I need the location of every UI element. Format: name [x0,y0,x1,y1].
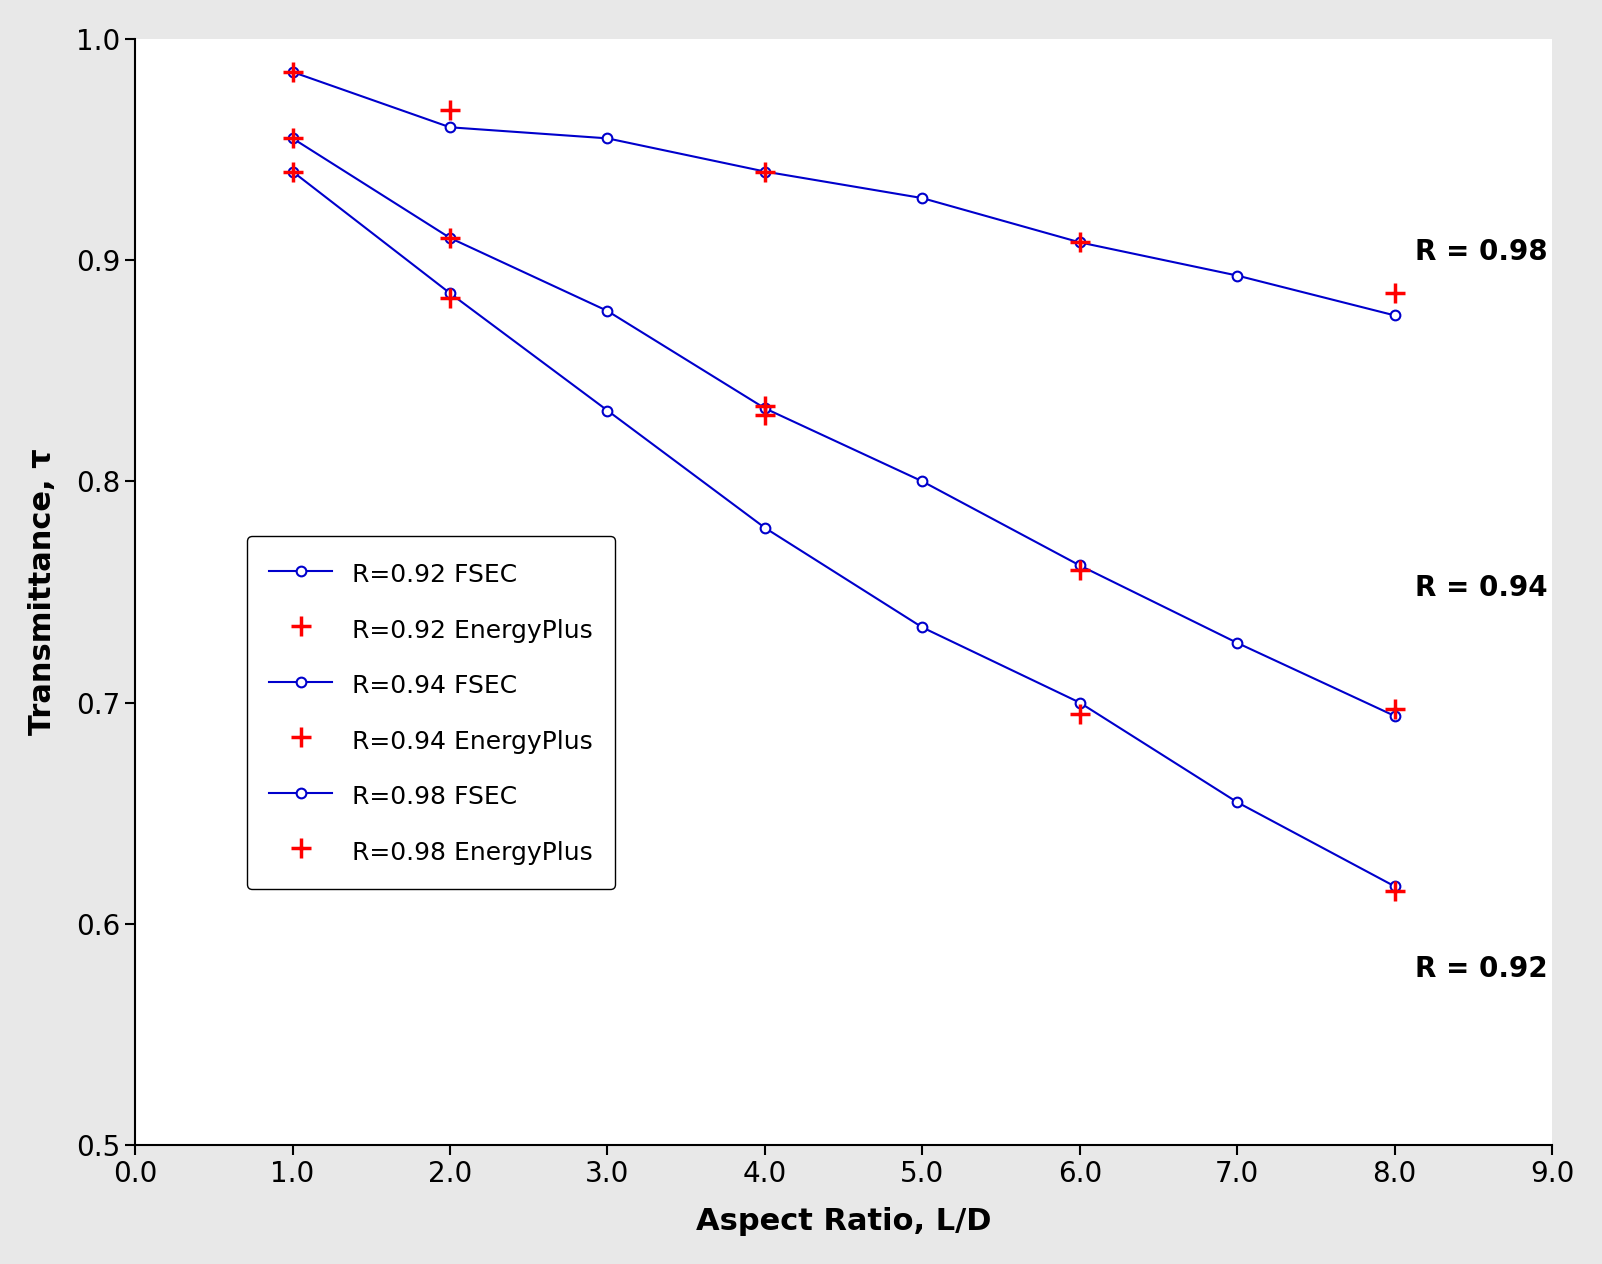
R=0.92 EnergyPlus [755,407,774,422]
R=0.98 EnergyPlus [441,102,460,118]
R=0.94 EnergyPlus [441,230,460,245]
R=0.94 EnergyPlus [284,130,303,145]
R=0.92 FSEC [1070,695,1089,710]
R=0.94 FSEC [755,401,774,416]
R=0.92 EnergyPlus [441,291,460,306]
Line: R=0.92 FSEC: R=0.92 FSEC [288,167,1400,891]
R=0.94 EnergyPlus [1386,702,1405,717]
R=0.98 EnergyPlus [755,164,774,179]
R=0.94 FSEC [1227,636,1246,651]
R=0.92 EnergyPlus [1070,707,1089,722]
R=0.92 FSEC [441,286,460,301]
R=0.92 FSEC [284,164,303,179]
R=0.92 FSEC [1227,795,1246,810]
R=0.98 EnergyPlus [1070,235,1089,250]
R=0.92 EnergyPlus [284,164,303,179]
Text: R = 0.92: R = 0.92 [1415,956,1548,983]
R=0.94 FSEC [441,230,460,245]
Line: R=0.94 EnergyPlus: R=0.94 EnergyPlus [282,128,1405,719]
Text: R = 0.98: R = 0.98 [1415,238,1548,265]
R=0.94 FSEC [284,130,303,145]
R=0.94 EnergyPlus [1070,562,1089,578]
R=0.94 FSEC [598,303,617,319]
R=0.98 EnergyPlus [1386,286,1405,301]
R=0.92 FSEC [755,521,774,536]
Line: R=0.92 EnergyPlus: R=0.92 EnergyPlus [282,161,1405,901]
R=0.98 EnergyPlus [284,64,303,80]
Text: R = 0.94: R = 0.94 [1415,574,1548,603]
R=0.98 FSEC [1070,235,1089,250]
R=0.92 FSEC [1386,878,1405,894]
R=0.94 FSEC [1386,708,1405,723]
R=0.98 FSEC [1227,268,1246,283]
R=0.98 FSEC [755,164,774,179]
R=0.98 FSEC [284,64,303,80]
X-axis label: Aspect Ratio, L/D: Aspect Ratio, L/D [695,1207,992,1236]
Line: R=0.98 FSEC: R=0.98 FSEC [288,67,1400,320]
Line: R=0.98 EnergyPlus: R=0.98 EnergyPlus [282,62,1405,303]
Y-axis label: Transmittance, τ: Transmittance, τ [27,449,56,736]
R=0.92 EnergyPlus [1386,884,1405,899]
R=0.98 FSEC [1386,308,1405,324]
R=0.98 FSEC [598,130,617,145]
R=0.94 EnergyPlus [755,398,774,413]
Line: R=0.94 FSEC: R=0.94 FSEC [288,134,1400,720]
R=0.98 FSEC [913,191,932,206]
R=0.94 FSEC [1070,557,1089,573]
R=0.94 FSEC [913,474,932,489]
R=0.98 FSEC [441,120,460,135]
Legend: R=0.92 FSEC, R=0.92 EnergyPlus, R=0.94 FSEC, R=0.94 EnergyPlus, R=0.98 FSEC, R=0: R=0.92 FSEC, R=0.92 EnergyPlus, R=0.94 F… [247,536,615,890]
R=0.92 FSEC [913,619,932,635]
R=0.92 FSEC [598,403,617,418]
